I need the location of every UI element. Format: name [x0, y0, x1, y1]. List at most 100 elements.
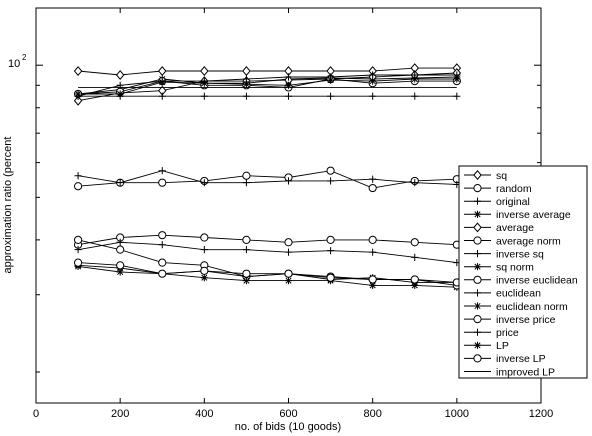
data-point	[284, 177, 293, 185]
data-point	[284, 73, 293, 81]
data-point	[284, 238, 293, 247]
legend-marker	[473, 341, 482, 349]
legend-label: inverse price	[496, 314, 556, 326]
legend-item: inverse sq	[464, 248, 544, 260]
series-price	[74, 92, 461, 100]
data-point	[73, 66, 83, 76]
series-line	[78, 170, 457, 185]
data-point	[200, 179, 208, 187]
data-point	[368, 183, 377, 193]
data-point	[410, 275, 419, 284]
legend-item: average norm	[464, 235, 561, 247]
data-point	[200, 246, 208, 254]
data-point	[369, 248, 377, 256]
series-original	[74, 167, 461, 189]
legend-marker	[473, 184, 482, 193]
x-tick-label: 200	[111, 408, 129, 420]
data-point	[158, 258, 167, 267]
data-point	[242, 235, 251, 244]
series-line	[77, 74, 457, 97]
data-point	[326, 76, 335, 84]
legend-label: average	[496, 222, 534, 234]
x-axis-label: no. of bids (10 goods)	[235, 421, 341, 433]
series-line	[78, 170, 457, 189]
legend-label: original	[496, 196, 530, 208]
data-point	[116, 245, 125, 254]
legend-label: inverse sq	[496, 248, 544, 260]
data-point	[200, 79, 208, 87]
legend-item: improved LP	[464, 366, 555, 378]
data-point	[368, 235, 377, 244]
x-tick-label: 600	[279, 408, 297, 420]
series-line	[78, 265, 457, 283]
legend-item: average	[464, 222, 534, 234]
data-point	[116, 179, 124, 187]
data-point	[411, 92, 419, 100]
legend-item: inverse average	[464, 209, 571, 221]
legend-item: LP	[464, 340, 509, 352]
legend-marker	[473, 315, 482, 324]
data-point	[326, 177, 335, 185]
data-point	[369, 71, 377, 79]
series-line	[78, 264, 457, 288]
data-point	[284, 277, 293, 285]
data-point	[453, 92, 461, 100]
data-point	[73, 258, 83, 267]
data-point	[242, 80, 251, 88]
data-point	[116, 261, 125, 270]
data-point	[158, 241, 166, 249]
data-point	[74, 246, 82, 254]
legend-item: inverse price	[464, 314, 556, 326]
legend-item: sq	[464, 170, 507, 182]
legend-marker	[473, 222, 482, 233]
legend-marker	[473, 328, 482, 336]
data-point	[200, 274, 208, 282]
data-point	[242, 269, 251, 278]
data-point	[326, 166, 335, 175]
data-point	[368, 275, 377, 284]
legend-marker	[473, 289, 482, 297]
legend-item: inverse euclidean	[464, 275, 578, 287]
data-point	[115, 70, 125, 80]
data-point	[242, 66, 251, 76]
data-point	[284, 81, 293, 89]
series-euclidean	[74, 238, 461, 267]
legend-label: improved LP	[496, 366, 555, 378]
legend-marker	[473, 354, 482, 363]
x-tick-label: 0	[33, 408, 39, 420]
data-point	[411, 75, 419, 83]
series-inverse-lp	[73, 258, 461, 287]
x-tick-label: 1000	[445, 408, 469, 420]
series-line	[78, 67, 457, 76]
data-point	[242, 246, 251, 254]
data-point	[158, 167, 166, 175]
data-point	[326, 247, 335, 255]
legend-label: LP	[496, 340, 509, 352]
data-point	[411, 179, 419, 187]
data-point	[453, 75, 461, 83]
data-point	[326, 273, 335, 282]
data-point	[74, 172, 82, 180]
data-point	[200, 92, 208, 100]
data-point	[284, 269, 293, 278]
data-point	[158, 92, 166, 100]
legend-label: price	[496, 327, 519, 339]
legend-item: price	[464, 327, 519, 339]
data-point	[74, 92, 82, 100]
data-point	[116, 92, 124, 100]
data-point	[411, 253, 419, 261]
series-line	[78, 234, 457, 246]
y-tick-label-base: 10	[8, 58, 20, 70]
data-point	[200, 66, 209, 76]
series-line	[78, 78, 457, 95]
data-point	[242, 171, 251, 180]
data-point	[326, 235, 335, 244]
legend-item: original	[464, 196, 530, 208]
legend-item: inverse LP	[464, 353, 546, 365]
data-point	[158, 269, 167, 278]
data-point	[73, 235, 83, 244]
data-point	[369, 77, 377, 85]
data-point	[369, 281, 377, 290]
